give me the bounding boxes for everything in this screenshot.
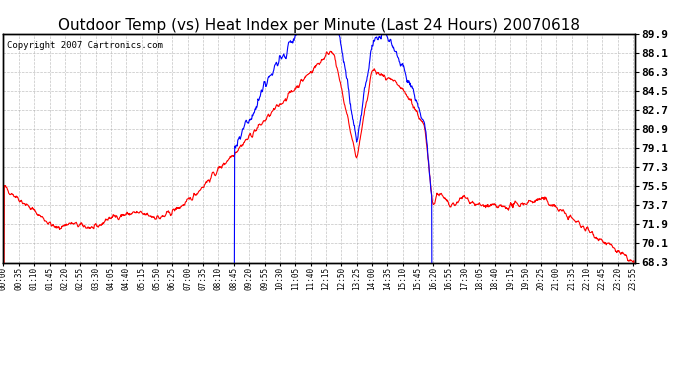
Text: Copyright 2007 Cartronics.com: Copyright 2007 Cartronics.com <box>7 40 162 50</box>
Title: Outdoor Temp (vs) Heat Index per Minute (Last 24 Hours) 20070618: Outdoor Temp (vs) Heat Index per Minute … <box>58 18 580 33</box>
